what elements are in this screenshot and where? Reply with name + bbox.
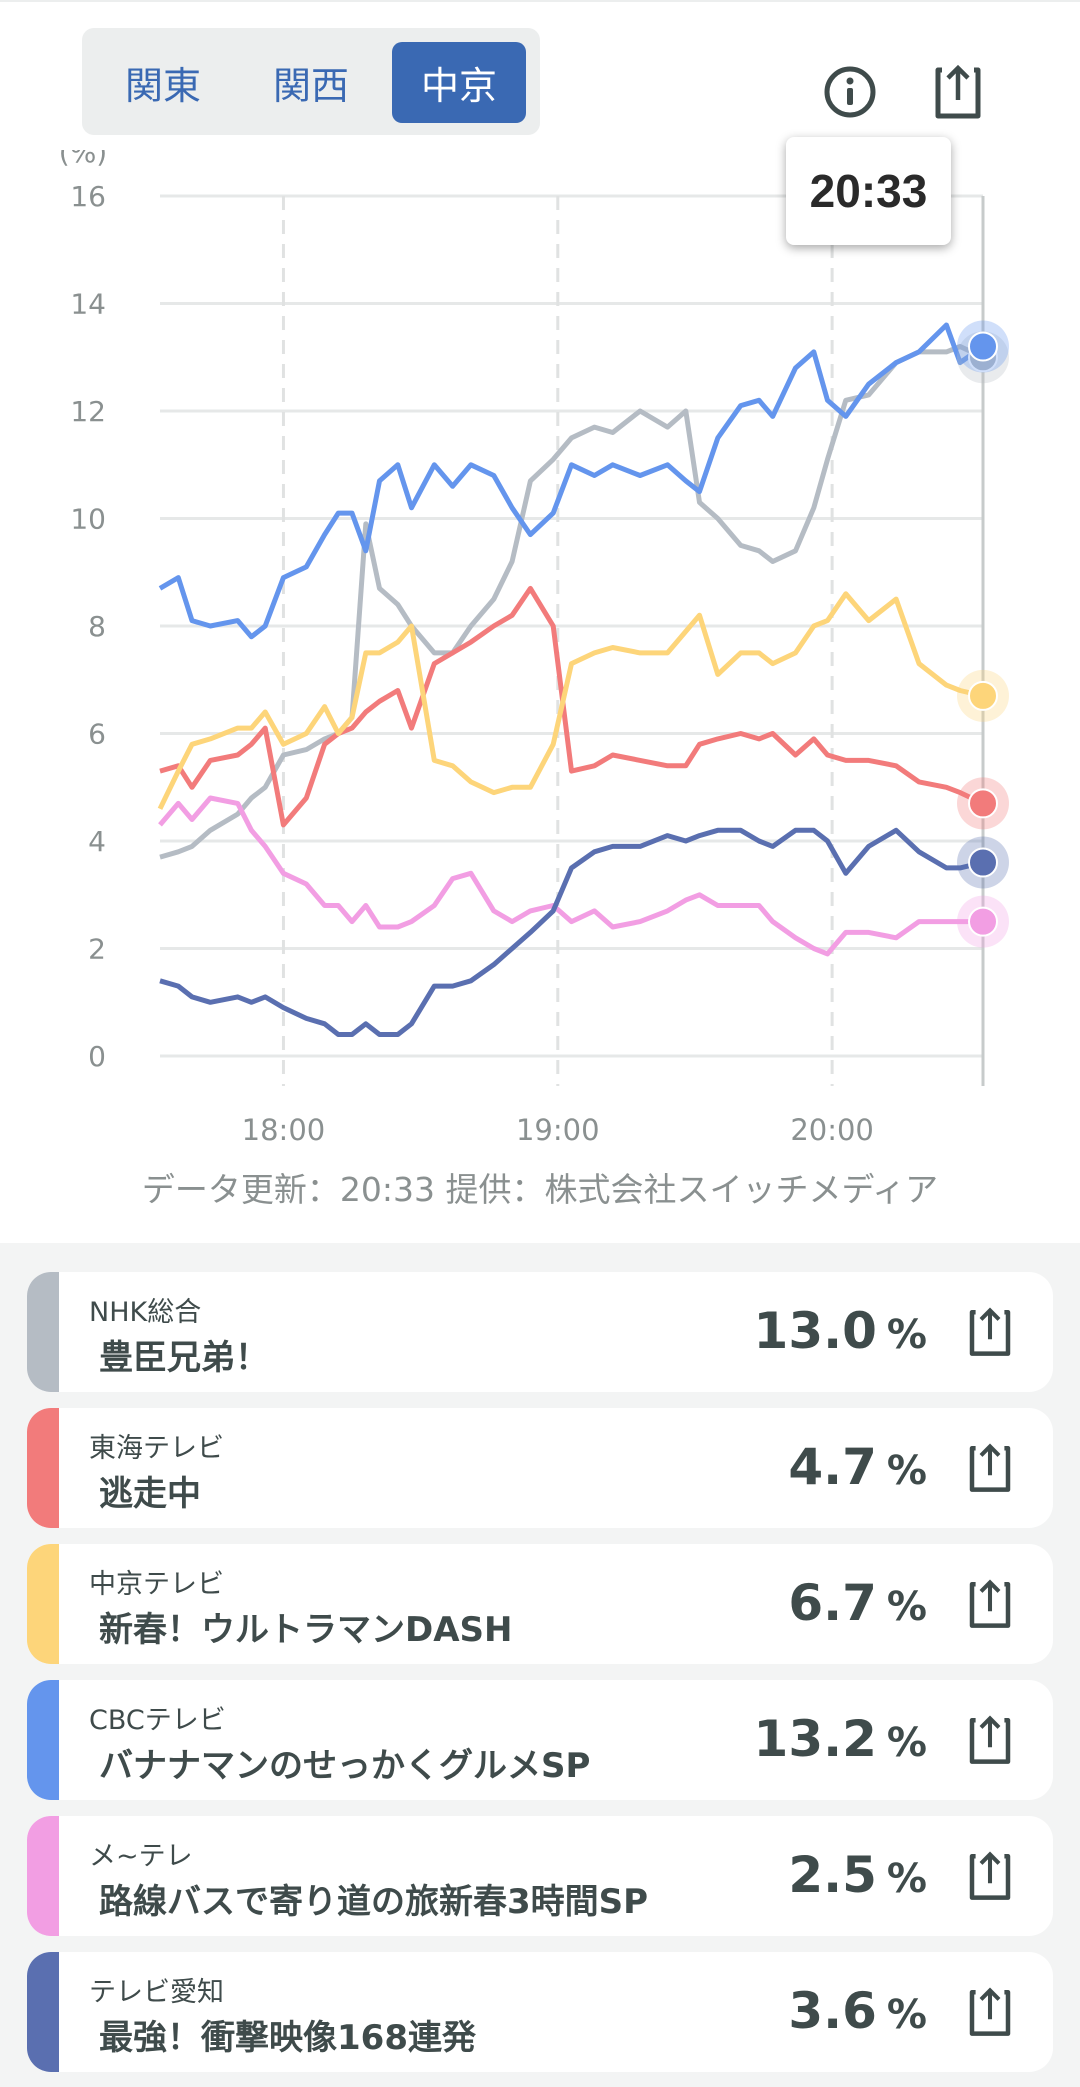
series-line: [158, 795, 983, 957]
time-tooltip: 20:33: [786, 137, 951, 245]
share-icon[interactable]: [963, 1712, 1017, 1768]
channel-color-bar: [27, 1816, 59, 1936]
channel-name: 東海テレビ: [89, 1433, 224, 1464]
rating-number: 13.2: [753, 1710, 877, 1768]
info-icon[interactable]: [820, 62, 880, 122]
share-icon[interactable]: [963, 1576, 1017, 1632]
share-icon[interactable]: [963, 1848, 1017, 1904]
y-axis-unit-label: (%): [59, 150, 107, 169]
rating-number: 2.5: [788, 1846, 877, 1904]
rating-number: 4.7: [788, 1438, 877, 1496]
channel-color-bar: [27, 1408, 59, 1528]
rating-number: 13.0: [753, 1302, 877, 1360]
y-tick-label: 14: [70, 288, 106, 321]
y-tick-label: 0: [88, 1040, 106, 1073]
program-title: 最強！衝撃映像168連発: [99, 2018, 476, 2058]
region-tabs: 関東 関西 中京: [82, 28, 540, 135]
x-tick-label: 19:00: [516, 1113, 600, 1147]
x-tick-label: 20:00: [790, 1113, 874, 1147]
channel-name: CBCテレビ: [89, 1705, 226, 1736]
program-title: 路線バスで寄り道の旅新春3時間SP: [99, 1882, 649, 1922]
share-icon[interactable]: [963, 1984, 1017, 2040]
share-icon[interactable]: [963, 1440, 1017, 1496]
data-source-footer: データ更新：20:33 提供：株式会社スイッチメディア: [141, 1170, 939, 1209]
rating-value: 2.5%: [788, 1846, 927, 1904]
program-card[interactable]: CBCテレビ バナナマンのせっかくグルメSP 13.2%: [27, 1680, 1053, 1800]
endpoint-marker: [968, 680, 998, 711]
rating-value: 6.7%: [788, 1574, 927, 1632]
share-icon[interactable]: [963, 1304, 1017, 1360]
program-card[interactable]: NHK総合 豊臣兄弟！ 13.0%: [27, 1272, 1053, 1392]
rating-unit: %: [886, 1856, 927, 1902]
program-title: バナナマンのせっかくグルメSP: [99, 1746, 591, 1786]
program-card[interactable]: 中京テレビ 新春！ウルトラマンDASH 6.7%: [27, 1544, 1053, 1664]
channel-color-bar: [27, 1680, 59, 1800]
rating-number: 3.6: [788, 1982, 877, 2040]
endpoint-marker: [968, 906, 998, 937]
channel-color-bar: [27, 1952, 59, 2072]
y-tick-label: 6: [88, 718, 106, 751]
channel-name: NHK総合: [89, 1297, 202, 1328]
rating-unit: %: [886, 1992, 927, 2038]
rating-unit: %: [886, 1448, 927, 1494]
share-icon[interactable]: [928, 62, 988, 122]
endpoint-marker: [968, 847, 998, 878]
rating-unit: %: [886, 1720, 927, 1766]
endpoint-marker: [968, 331, 998, 362]
program-title: 豊臣兄弟！: [99, 1338, 269, 1378]
program-title: 逃走中: [99, 1474, 201, 1514]
program-card[interactable]: 東海テレビ 逃走中 4.7%: [27, 1408, 1053, 1528]
y-tick-label: 2: [88, 933, 106, 966]
y-tick-label: 16: [70, 180, 106, 213]
rating-value: 13.0%: [754, 1302, 927, 1360]
tab-kansai[interactable]: 関西: [272, 64, 349, 108]
ratings-line-chart[interactable]: (%) 0 2 4 6 8 10 12 14 16 18:00 19:00 20:00: [0, 150, 1080, 1160]
y-tick-label: 10: [70, 503, 106, 536]
program-card[interactable]: メ~テレ 路線バスで寄り道の旅新春3時間SP 2.5%: [27, 1816, 1053, 1936]
top-divider: [0, 0, 1080, 2]
rating-value: 13.2%: [754, 1710, 927, 1768]
rating-value: 4.7%: [788, 1438, 927, 1496]
channel-name: メ~テレ: [89, 1841, 193, 1872]
y-tick-label: 4: [88, 825, 106, 858]
endpoint-marker: [968, 788, 998, 819]
program-list: NHK総合 豊臣兄弟！ 13.0% 東海テレビ 逃走中 4.7% 中京テレビ 新…: [0, 1243, 1080, 2087]
rating-value: 3.6%: [788, 1982, 927, 2040]
series-line: [159, 585, 985, 828]
series-line: [159, 344, 985, 860]
y-tick-label: 12: [70, 395, 106, 428]
series-line: [159, 827, 984, 1037]
series-line: [157, 591, 984, 810]
y-tick-label: 8: [88, 610, 106, 643]
channel-name: 中京テレビ: [89, 1569, 224, 1600]
tab-chukyo[interactable]: 中京: [392, 42, 526, 123]
x-tick-label: 18:00: [242, 1113, 326, 1147]
rating-unit: %: [886, 1584, 927, 1630]
rating-unit: %: [886, 1312, 927, 1358]
rating-number: 6.7: [788, 1574, 877, 1632]
program-card[interactable]: テレビ愛知 最強！衝撃映像168連発 3.6%: [27, 1952, 1053, 2072]
tab-kanto[interactable]: 関東: [124, 64, 201, 108]
channel-name: テレビ愛知: [89, 1977, 224, 2008]
channel-color-bar: [27, 1544, 59, 1664]
series-line: [158, 322, 985, 640]
channel-color-bar: [27, 1272, 59, 1392]
program-title: 新春！ウルトラマンDASH: [99, 1610, 513, 1650]
